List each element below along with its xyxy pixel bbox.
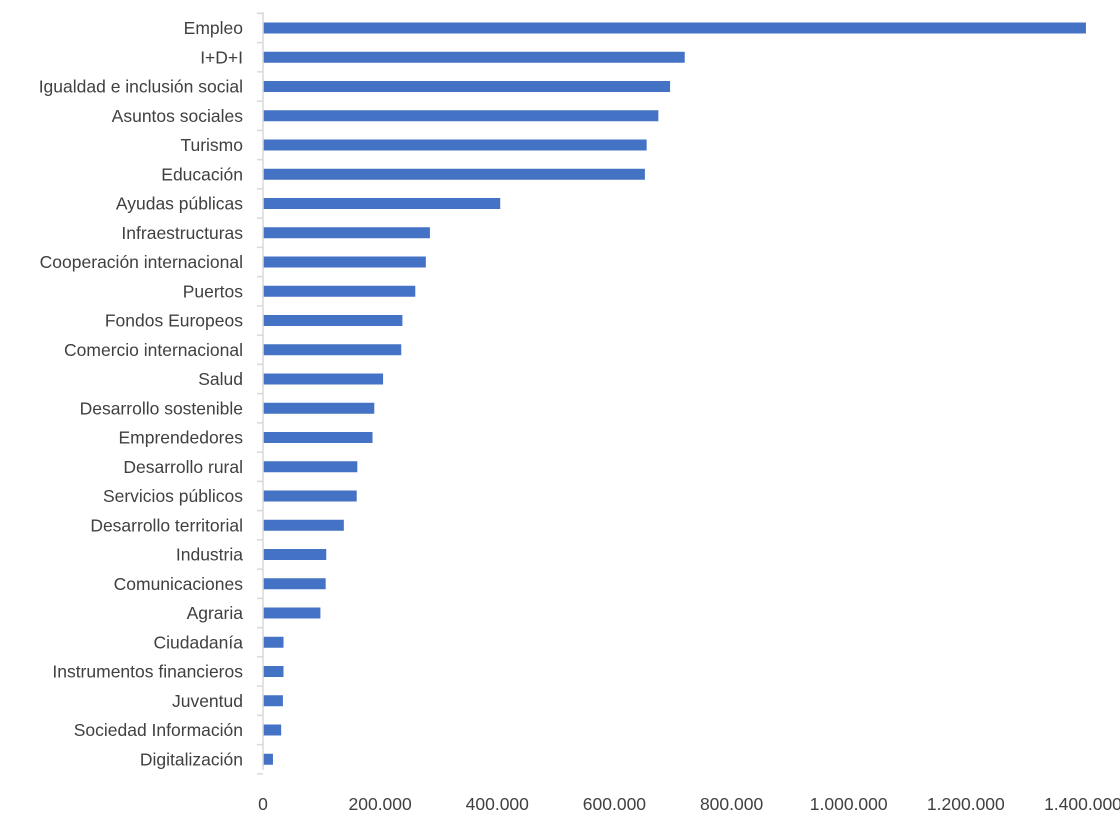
- category-label-igualdad-e-inclusion-social: Igualdad e inclusión social: [39, 77, 243, 97]
- bar-industria: [263, 549, 327, 560]
- category-label-educacion: Educación: [161, 164, 243, 184]
- category-labels: Empleo I+D+I Igualdad e inclusión social As…: [39, 18, 244, 769]
- category-label-salud: Salud: [198, 369, 243, 389]
- bar-comunicaciones: [263, 578, 326, 590]
- tick-labels: 0 200.000 400.000 600.000 800.000 1.000.000 1.…: [258, 794, 1120, 814]
- category-label-desarrollo-rural: Desarrollo rural: [123, 457, 243, 477]
- x-tick-label: 200.000: [349, 794, 413, 814]
- category-label-digitalizacion: Digitalización: [140, 749, 243, 769]
- bar-agraria: [263, 607, 321, 619]
- category-label-emprendedores: Emprendedores: [118, 428, 243, 448]
- bar-i-d-i: [263, 51, 685, 63]
- category-label-desarrollo-territorial: Desarrollo territorial: [90, 515, 243, 535]
- bar-ayudas-publicas: [263, 198, 501, 209]
- bar-sociedad-informacion: [263, 724, 282, 736]
- x-tick-label: 800.000: [700, 794, 764, 814]
- category-label-cooperacion-internacional: Cooperación internacional: [40, 252, 243, 272]
- bar-desarrollo-territorial: [263, 519, 344, 531]
- x-tick-label: 1.400.000: [1044, 794, 1120, 814]
- bar-cooperacion-internacional: [263, 256, 426, 268]
- bar-puertos: [263, 285, 416, 297]
- category-label-comunicaciones: Comunicaciones: [114, 574, 244, 594]
- x-tick-label: 400.000: [466, 794, 530, 814]
- category-label-industria: Industria: [176, 545, 243, 565]
- category-label-empleo: Empleo: [184, 18, 243, 38]
- bar-emprendedores: [263, 432, 373, 443]
- bar-salud: [263, 373, 384, 385]
- category-label-comercio-internacional: Comercio internacional: [64, 340, 243, 360]
- category-label-instrumentos-financieros: Instrumentos financieros: [52, 662, 243, 682]
- category-label-turismo: Turismo: [180, 135, 243, 155]
- category-label-fondos-europeos: Fondos Europeos: [105, 311, 243, 331]
- bar-infraestructuras: [263, 227, 430, 239]
- bars-layer: [263, 22, 1086, 765]
- category-label-sociedad-informacion: Sociedad Información: [74, 720, 243, 740]
- category-label-agraria: Agraria: [187, 603, 244, 623]
- x-tick-label: 1.000.000: [810, 794, 888, 814]
- bar-desarrollo-sostenible: [263, 402, 375, 414]
- bar-instrumentos-financieros: [263, 666, 284, 677]
- bar-ciudadania: [263, 636, 284, 648]
- x-tick-label: 1.200.000: [927, 794, 1005, 814]
- bar-servicios-publicos: [263, 490, 357, 502]
- category-label-desarrollo-sostenible: Desarrollo sostenible: [80, 398, 243, 418]
- category-label-i-d-i: I+D+I: [200, 47, 243, 67]
- bar-juventud: [263, 695, 283, 707]
- bar-comercio-internacional: [263, 344, 402, 356]
- category-label-juventud: Juventud: [172, 691, 243, 711]
- bar-asuntos-sociales: [263, 110, 659, 122]
- category-label-servicios-publicos: Servicios públicos: [103, 486, 243, 506]
- bar-fondos-europeos: [263, 315, 403, 326]
- x-tick-label: 0: [258, 794, 268, 814]
- bar-desarrollo-rural: [263, 461, 358, 473]
- bar-educacion: [263, 168, 645, 180]
- bar-digitalizacion: [263, 753, 273, 765]
- bar-turismo: [263, 139, 647, 151]
- bar-empleo: [263, 22, 1086, 34]
- bar-igualdad-e-inclusion-social: [263, 81, 671, 92]
- axis-layer: [257, 12, 264, 775]
- category-label-asuntos-sociales: Asuntos sociales: [112, 106, 244, 126]
- category-label-ciudadania: Ciudadanía: [153, 632, 243, 652]
- category-label-infraestructuras: Infraestructuras: [121, 223, 243, 243]
- x-tick-label: 600.000: [583, 794, 647, 814]
- category-label-puertos: Puertos: [183, 281, 244, 301]
- category-label-ayudas-publicas: Ayudas públicas: [116, 194, 243, 214]
